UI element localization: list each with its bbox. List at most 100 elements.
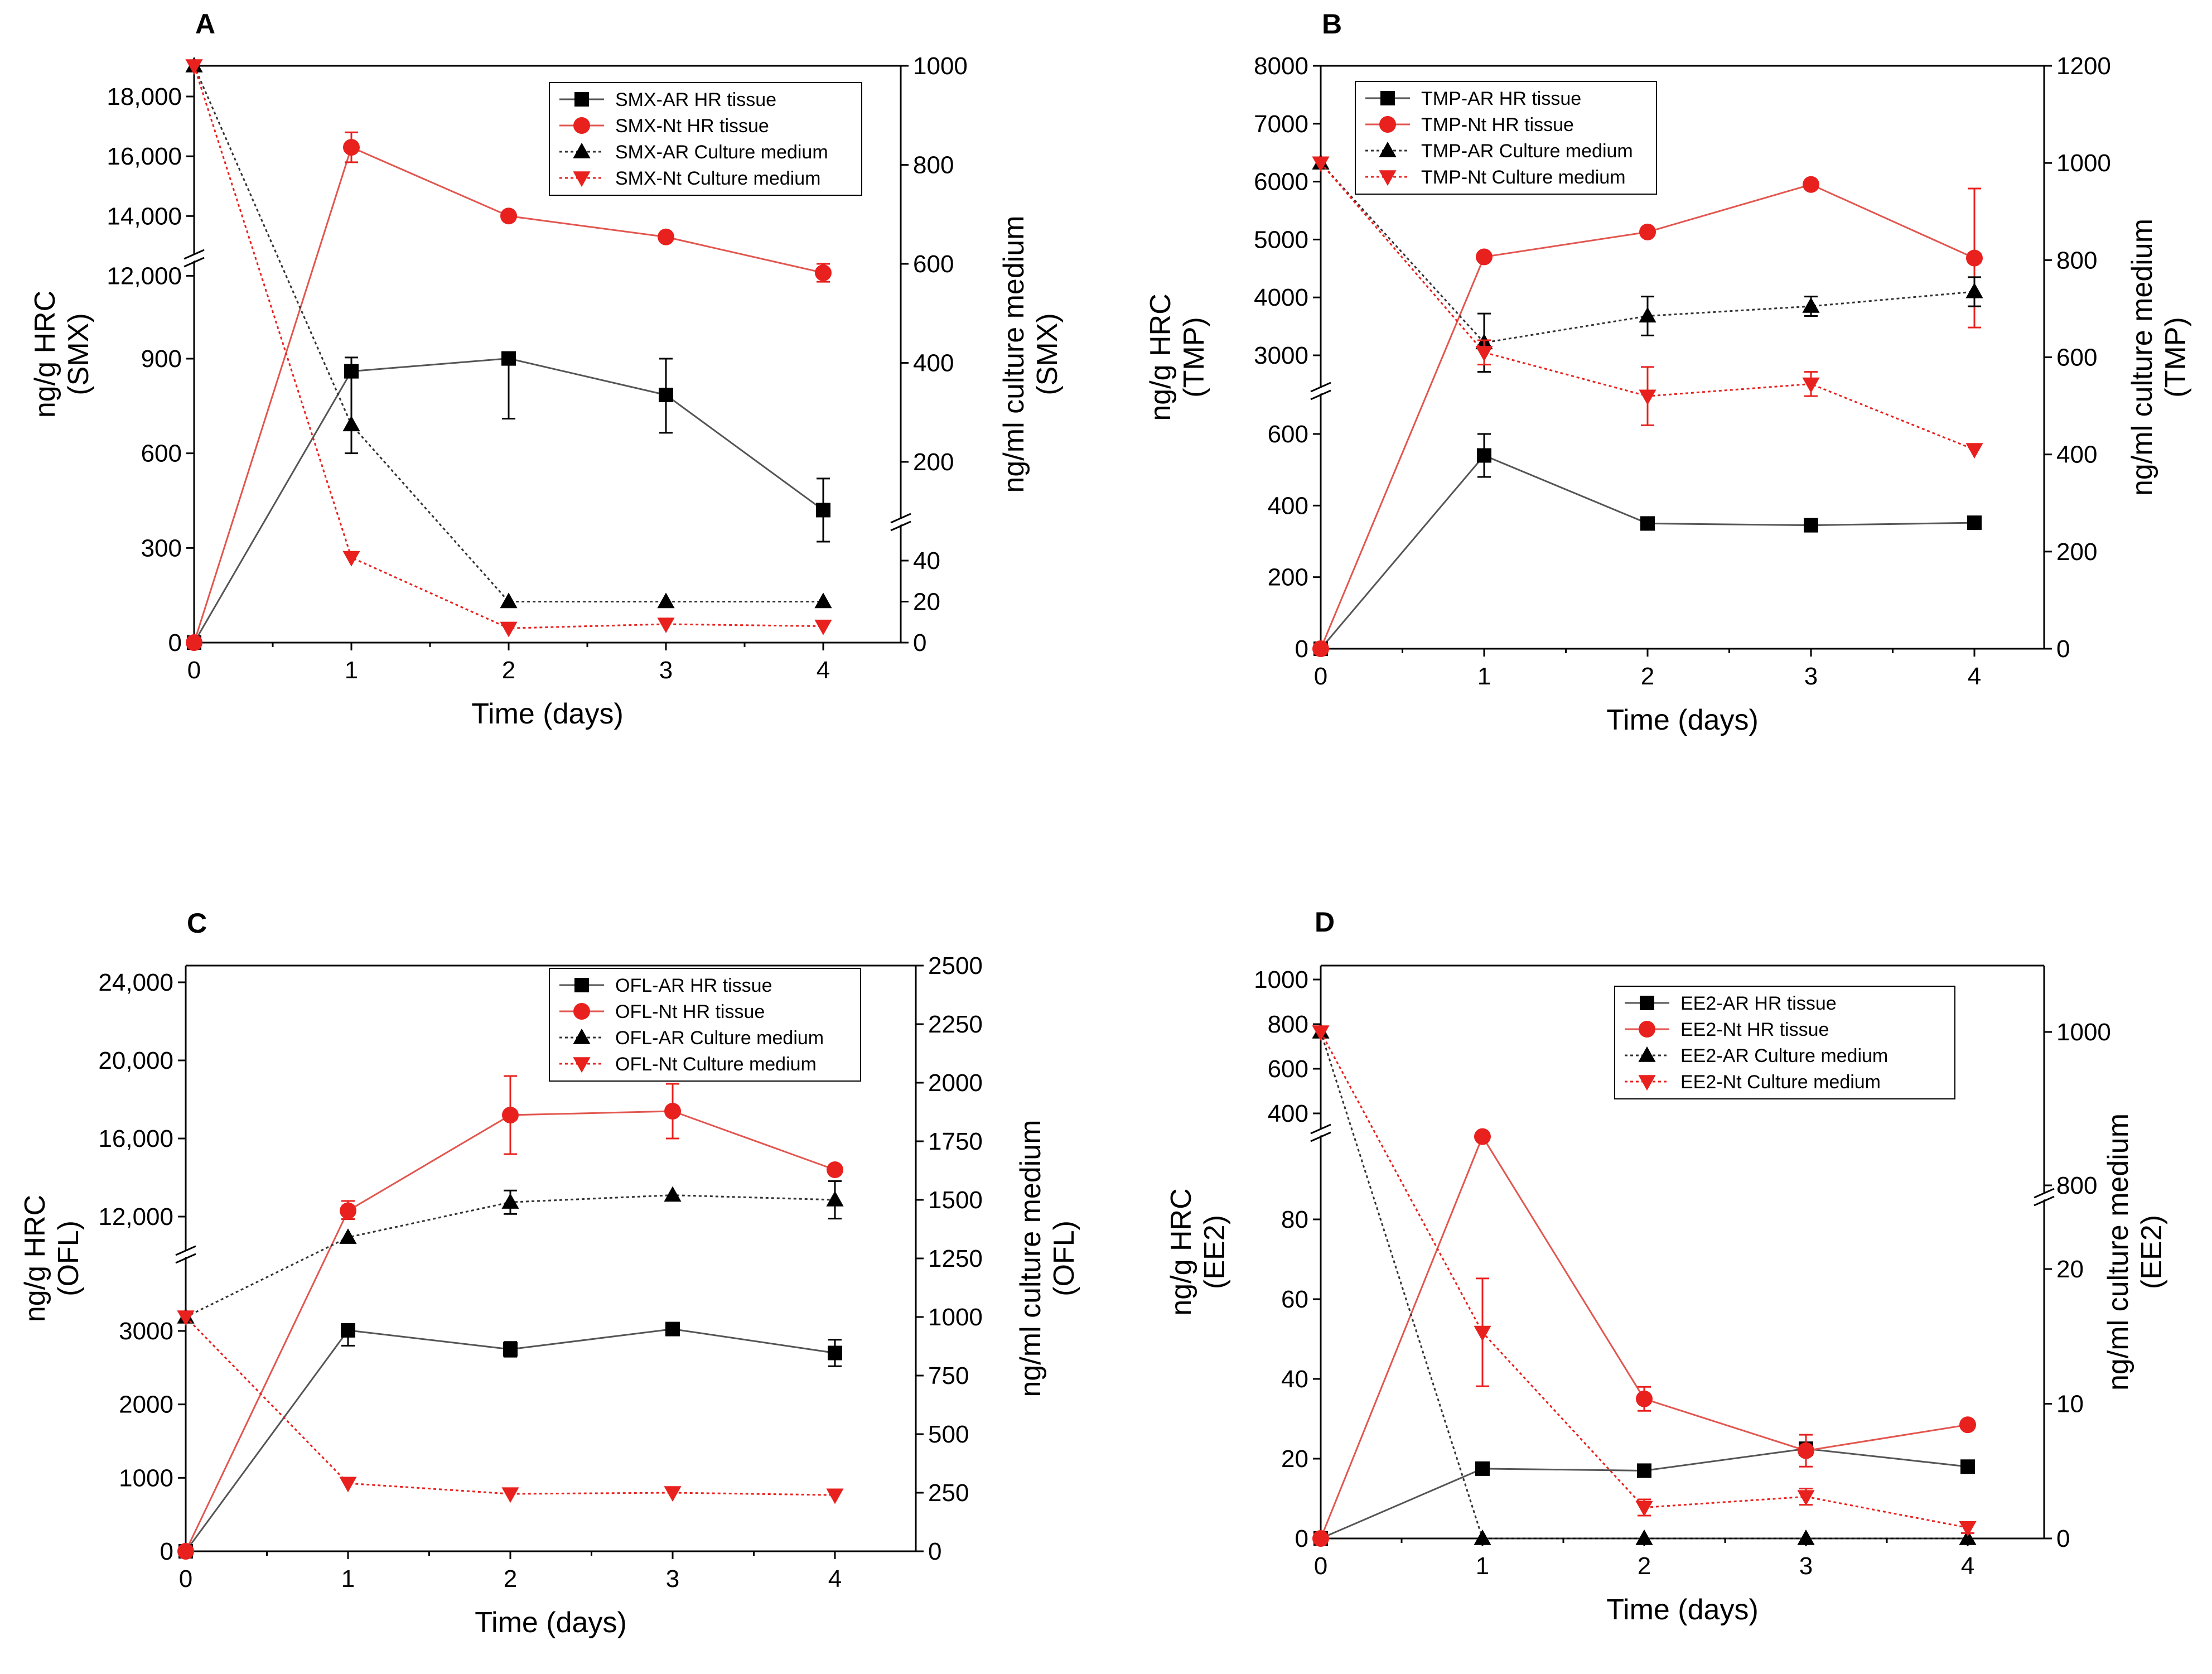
data-point <box>342 416 360 432</box>
data-point <box>340 1202 356 1219</box>
data-point <box>1637 1463 1651 1478</box>
left-tick-label: 600 <box>1268 421 1308 448</box>
data-point <box>1635 1529 1653 1545</box>
left-tick-label: 20,000 <box>98 1047 173 1074</box>
series-line <box>1320 1031 1968 1529</box>
series-line <box>185 1110 835 1552</box>
x-tick-label: 0 <box>179 1565 192 1593</box>
x-tick-label: 4 <box>1968 663 1981 690</box>
left-tick-label: 3000 <box>1254 342 1308 369</box>
legend-label: TMP-Nt Culture medium <box>1421 167 1626 188</box>
left-axis-break-gap <box>1309 383 1332 398</box>
data-point <box>828 1345 842 1361</box>
data-point <box>1803 176 1819 193</box>
data-point <box>177 1543 194 1560</box>
right-axis-title-line: (SMX) <box>1031 313 1064 395</box>
left-axis-break <box>1310 1123 1331 1135</box>
right-tick-label: 20 <box>913 588 940 616</box>
legend-label: TMP-AR Culture medium <box>1421 141 1633 162</box>
right-axis-title-line: (EE2) <box>2136 1215 2168 1289</box>
legend-box <box>549 968 861 1082</box>
legend-swatch-marker <box>1380 91 1395 105</box>
right-tick-label: 1250 <box>928 1245 983 1272</box>
series-line <box>1320 1031 1968 1540</box>
right-tick-label: 2500 <box>928 952 983 980</box>
legend-swatch-marker <box>574 92 589 107</box>
panel-letter: A <box>195 8 215 40</box>
x-tick-label: 3 <box>1799 1552 1813 1580</box>
right-tick-label: 800 <box>2056 1172 2097 1199</box>
left-tick-label: 24,000 <box>98 969 173 996</box>
legend-swatch-marker <box>1640 996 1654 1010</box>
data-point <box>1636 1390 1653 1407</box>
legend-label: EE2-AR HR tissue <box>1680 993 1837 1014</box>
data-point <box>827 1161 843 1178</box>
right-axis-break <box>890 513 911 524</box>
x-tick-label: 0 <box>187 657 201 684</box>
legend-swatch-marker <box>1638 1075 1656 1091</box>
legend-swatch-marker <box>573 1057 591 1073</box>
data-point <box>501 1193 519 1209</box>
right-tick-label: 200 <box>913 448 954 476</box>
data-point <box>1312 156 1330 172</box>
right-axis-title: ng/ml culture medium(EE2) <box>2102 1113 2168 1391</box>
data-point <box>1797 1529 1815 1545</box>
data-point <box>1640 516 1655 531</box>
legend-swatch-marker <box>573 171 591 187</box>
left-axis-title-line: ng/g HRC <box>29 291 61 418</box>
left-tick-label: 400 <box>1268 1100 1308 1127</box>
left-axis-break-gap <box>1309 1125 1332 1140</box>
data-point <box>664 1486 682 1502</box>
data-point <box>1802 377 1820 393</box>
legend-swatch-marker <box>573 1028 591 1044</box>
right-tick-label: 0 <box>2056 1525 2070 1552</box>
series-line <box>185 1328 835 1552</box>
data-point <box>1474 1529 1491 1545</box>
right-tick-label: 200 <box>2056 538 2097 566</box>
left-axis-break <box>1310 1131 1331 1142</box>
right-tick-label: 1000 <box>913 52 968 80</box>
left-tick-label: 12,000 <box>98 1203 173 1231</box>
left-tick-label: 900 <box>141 345 182 373</box>
x-tick-label: 1 <box>345 657 358 684</box>
data-point <box>1959 1416 1976 1434</box>
series-tmp-nt-culture-medium <box>1312 156 1983 459</box>
left-tick-label: 7000 <box>1254 110 1308 138</box>
left-tick-label: 3000 <box>119 1318 173 1345</box>
panel-a: A 0 1 2 3 4 Time (days) 0 300 600 900 12,000 14,000 1… <box>29 8 1064 730</box>
series-ofl-ar-culture-medium <box>177 1180 844 1324</box>
left-tick-label: 0 <box>1295 635 1308 663</box>
right-axis-title-line: (TMP) <box>2160 317 2192 397</box>
data-point <box>657 618 675 634</box>
panel-d: D 0 1 2 3 4 Time (days) 0 20 40 60 80 400 600 800 1000 0… <box>1165 906 2168 1626</box>
series-ofl-nt-hr-tissue <box>177 1075 843 1560</box>
right-tick-label: 750 <box>928 1362 969 1390</box>
right-axis-title-line: ng/ml culture medium <box>1015 1120 1047 1397</box>
series-smx-nt-hr-tissue <box>186 131 832 651</box>
left-tick-label: 300 <box>141 534 182 562</box>
data-point <box>1798 1442 1814 1459</box>
left-tick-label: 14,000 <box>107 202 182 230</box>
legend-label: EE2-AR Culture medium <box>1680 1045 1888 1067</box>
x-tick-label: 2 <box>1641 663 1654 690</box>
left-tick-label: 200 <box>1268 564 1308 591</box>
data-point <box>1804 518 1818 533</box>
left-axis-title: ng/g HRC(OFL) <box>19 1195 85 1322</box>
series-ee2-nt-culture-medium <box>1312 1025 1977 1537</box>
series-ofl-nt-culture-medium <box>177 1310 844 1504</box>
legend-label: SMX-Nt HR tissue <box>615 115 769 137</box>
right-tick-label: 40 <box>913 547 940 575</box>
left-tick-label: 60 <box>1281 1286 1308 1313</box>
right-axis-title: ng/ml culture medium(OFL) <box>1015 1120 1080 1397</box>
left-tick-label: 6000 <box>1254 168 1308 196</box>
legend-label: EE2-Nt HR tissue <box>1680 1019 1829 1040</box>
right-axis-break <box>2034 1195 2055 1207</box>
legend-swatch-marker <box>1379 116 1396 133</box>
x-tick-label: 2 <box>1638 1552 1651 1580</box>
left-axis-title-line: (OFL) <box>52 1220 85 1296</box>
legend-label: TMP-Nt HR tissue <box>1421 114 1574 136</box>
legend-box <box>1614 986 1955 1099</box>
x-axis-title: Time (days) <box>471 698 624 730</box>
x-tick-label: 1 <box>1477 663 1491 690</box>
left-tick-label: 20 <box>1281 1445 1308 1473</box>
